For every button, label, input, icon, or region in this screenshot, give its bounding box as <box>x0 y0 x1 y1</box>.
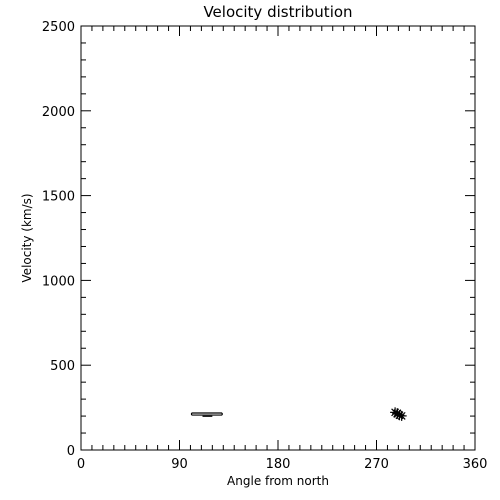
x-tick-label: 270 <box>364 457 389 472</box>
y-tick-label: 1500 <box>42 190 75 205</box>
y-tick-label: 0 <box>67 444 75 459</box>
y-axis-label: Velocity (km/s) <box>20 193 34 282</box>
x-tick-label: 90 <box>171 457 188 472</box>
data-point <box>392 408 403 419</box>
plot-frame <box>80 25 476 451</box>
y-tick-label: 2000 <box>42 105 75 120</box>
x-axis-label: Angle from north <box>227 474 329 488</box>
x-tick-label: 360 <box>463 457 488 472</box>
y-tick-label: 2500 <box>42 20 75 35</box>
data-marks <box>190 407 407 421</box>
axis-ticks <box>80 25 476 451</box>
y-tick-label: 1000 <box>42 274 75 289</box>
axis-tick-labels: 0 90 180 270 360 0 500 1000 1500 2000 2500 <box>42 20 488 472</box>
y-tick-label: 500 <box>50 359 75 374</box>
x-tick-label: 180 <box>266 457 291 472</box>
chart-title: Velocity distribution <box>203 3 352 21</box>
x-tick-label: 0 <box>77 457 85 472</box>
